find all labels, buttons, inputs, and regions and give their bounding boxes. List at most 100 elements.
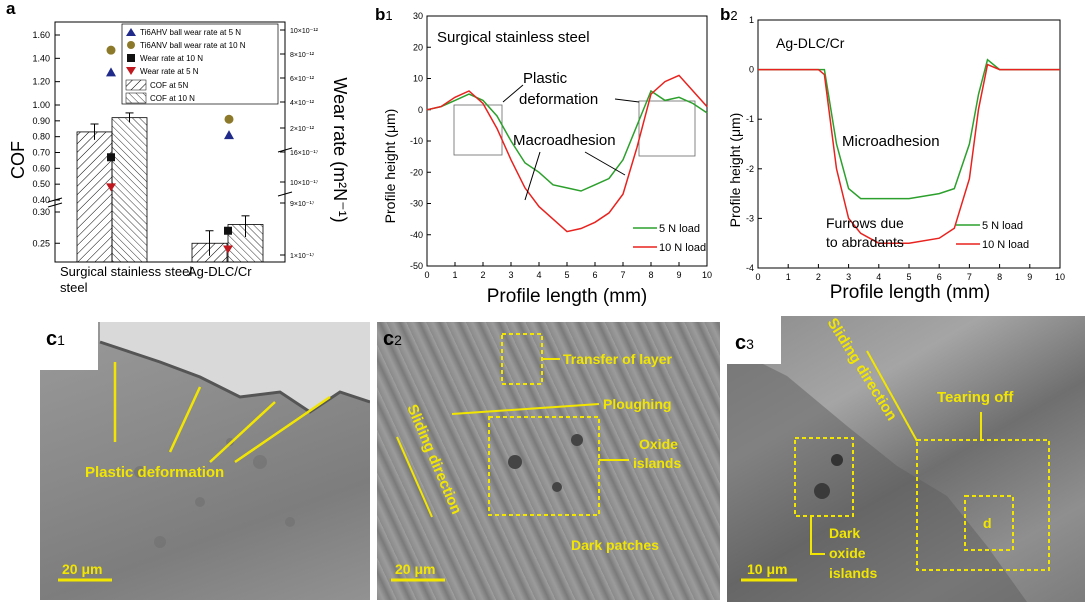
legend-label: COF at 5N [150, 81, 188, 90]
label-tearing: Tearing off [937, 389, 1014, 406]
arrow-sliding-c3 [866, 350, 918, 442]
sem-image-c3: Sliding direction Tearing off d Dark oxi… [727, 316, 1085, 602]
y-tick-label: 10 [413, 74, 423, 84]
x-tick-label: 7 [620, 270, 625, 280]
marker-wear-5n [106, 183, 116, 192]
x-tick-label: 7 [967, 272, 972, 282]
cof-tick-label: 0.60 [32, 163, 50, 173]
x-tick-label: 10 [1055, 272, 1065, 282]
legend-label: Wear rate at 5 N [140, 67, 199, 76]
label-sliding-c2: Sliding direction [403, 402, 465, 517]
cof-tick-label: 0.50 [32, 179, 50, 189]
cof-tick-label: 1.60 [32, 30, 50, 40]
x-tick-label: 3 [508, 270, 513, 280]
legend-marker [126, 67, 136, 75]
marker-ball-5n [106, 67, 116, 77]
cof-tick-label: 1.20 [32, 77, 50, 87]
y-tick-label: -50 [410, 261, 423, 271]
profile-line-10n [758, 63, 1060, 244]
oxide-particle [508, 455, 522, 469]
cof-axis-label: COF [8, 141, 28, 179]
cof-tick-label: 0.40 [32, 195, 50, 205]
legend-label: Ti6ANV ball wear rate at 10 N [140, 41, 246, 50]
legend-label-5n-b2: 5 N load [982, 220, 1023, 232]
wear-tick-label: 8×10⁻¹² [290, 52, 315, 59]
legend-swatch [125, 79, 147, 91]
x-tick-label: 3 [846, 272, 851, 282]
marker-wear-10n [107, 153, 115, 162]
marker-wear-5n [223, 245, 233, 254]
scale-label-c2: 20 μm [395, 561, 435, 577]
ylabel-b2: Profile height (μm) [727, 113, 743, 228]
cof-tick-label: 0.90 [32, 116, 50, 126]
torn-edge-region [100, 322, 370, 412]
legend-box-a [121, 23, 279, 105]
cof-bar [111, 117, 148, 263]
cof-tick-label: 0.70 [32, 148, 50, 158]
label-transfer: Transfer of layer [563, 351, 672, 367]
y-tick-label: 1 [749, 15, 754, 25]
wear-tick-label: 6×10⁻¹² [290, 76, 315, 83]
category-label-steel-2: steel [60, 280, 88, 295]
legend-label: Wear rate at 10 N [140, 54, 203, 63]
torn-region [727, 346, 1027, 602]
surface-texture [134, 438, 295, 548]
oxide-particle [552, 482, 562, 492]
arrow-dark [810, 516, 825, 555]
profile-line-10n [426, 74, 708, 233]
dark-oxide-box [794, 437, 854, 517]
wear-tick-label: 1×10⁻¹⁷ [290, 253, 315, 260]
panel-label-b2: b2 [720, 5, 738, 24]
axis-break-right [277, 147, 293, 153]
scale-label-c1: 20 μm [62, 561, 102, 577]
ylabel-b1: Profile height (μm) [382, 109, 398, 224]
wear-tick-label: 2×10⁻¹² [290, 126, 315, 133]
sem-overlay-c3: Sliding direction Tearing off d Dark oxi… [727, 316, 1050, 602]
x-tick-label: 10 [702, 270, 712, 280]
label-dark-1: Dark [829, 525, 860, 541]
cof-bar [76, 131, 113, 263]
panel-label-c2: c2 [383, 328, 402, 350]
x-tick-label: 6 [937, 272, 942, 282]
legend-marker [127, 54, 135, 62]
cof-tick-label: 0.25 [32, 238, 50, 248]
axis-break-left [47, 202, 63, 208]
cof-tick-label: 0.80 [32, 132, 50, 142]
y-tick-label: -3 [746, 213, 754, 223]
label-dark-2: oxide [829, 545, 866, 561]
label-dark-3: islands [829, 565, 877, 581]
label-ploughing: Ploughing [603, 396, 671, 412]
sem-image-c1: Plastic deformation 20 μm c1 [40, 322, 370, 600]
y-tick-label: -40 [410, 230, 423, 240]
legend-label: Ti6AHV ball wear rate at 5 N [140, 28, 241, 37]
cof-tick-label: 1.00 [32, 100, 50, 110]
y-tick-label: -10 [410, 136, 423, 146]
x-tick-label: 8 [648, 270, 653, 280]
label-sliding-c3: Sliding direction [824, 316, 901, 424]
y-tick-label: 0 [749, 65, 754, 75]
panel-label-b1: b1 [375, 5, 393, 24]
arrow-macro-left [524, 151, 541, 201]
tearing-box [916, 439, 1050, 571]
category-label-agdlc: Ag-DLC/Cr [188, 264, 252, 279]
x-tick-label: 8 [997, 272, 1002, 282]
plastic-deformation-box-right [638, 100, 696, 157]
x-tick-label: 6 [592, 270, 597, 280]
marker-ball-10n [106, 45, 116, 55]
legend-marker [126, 28, 136, 36]
legend-label: COF at 10 N [150, 94, 195, 103]
annotation-plastic: Plastic [523, 70, 568, 87]
plot-frame-a [54, 21, 286, 263]
x-tick-label: 4 [876, 272, 881, 282]
y-tick-label: -2 [746, 164, 754, 174]
wear-tick-label: 16×10⁻¹⁷ [290, 150, 319, 157]
panel-label-a: a [6, 0, 16, 18]
legend-label-10n-b2: 10 N load [982, 239, 1029, 251]
x-tick-label: 4 [536, 270, 541, 280]
annotation-microadhesion: Microadhesion [842, 133, 940, 150]
plastic-deformation-box-left [453, 104, 503, 156]
oxide-particle [571, 434, 583, 446]
category-label-steel: Surgical stainless steel [60, 264, 192, 279]
wear-tick-label: 10×10⁻¹⁷ [290, 180, 319, 187]
wear-tick-label: 10×10⁻¹² [290, 28, 319, 35]
